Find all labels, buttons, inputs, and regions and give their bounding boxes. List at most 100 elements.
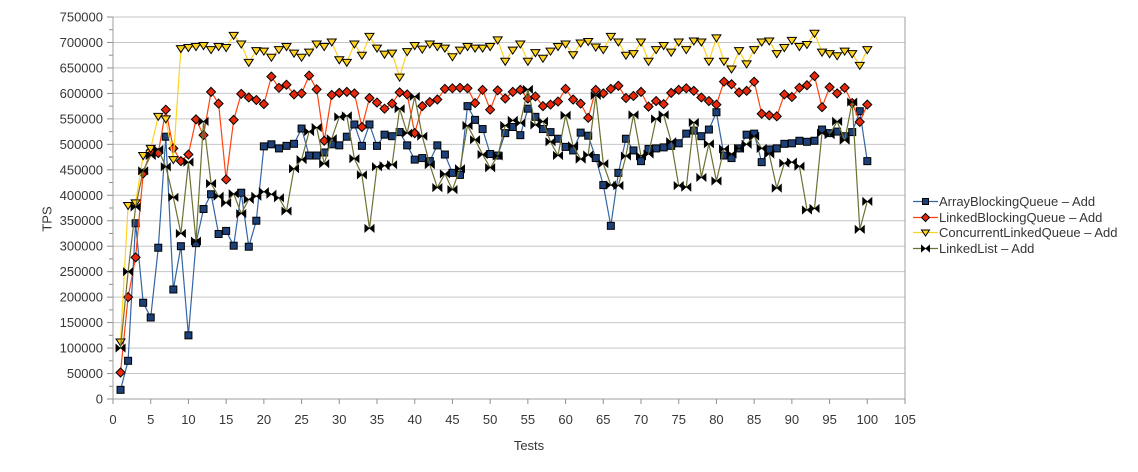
data-point-square (290, 139, 299, 148)
series-triangle-down (115, 29, 873, 347)
data-point-square (388, 132, 397, 141)
data-point-diamond (447, 83, 458, 94)
data-point-square (418, 154, 427, 163)
data-point-bowtie (485, 163, 496, 173)
y-tick-label: 650000 (60, 60, 103, 75)
data-point-bowtie (311, 122, 322, 133)
data-point-triangle (220, 44, 232, 53)
data-point-triangle (145, 144, 157, 154)
data-point-square (448, 168, 457, 177)
data-point-bowtie (726, 149, 737, 159)
data-point-bowtie (349, 153, 360, 164)
data-point-diamond (696, 92, 707, 103)
data-point-bowtie (319, 159, 330, 169)
data-point-triangle (793, 43, 805, 52)
data-point-triangle (771, 50, 783, 59)
y-tick-label: 400000 (60, 188, 103, 203)
data-point-triangle (839, 47, 851, 57)
data-point-bowtie (326, 134, 337, 144)
data-point-diamond (613, 80, 624, 91)
data-point-bowtie (198, 116, 209, 127)
data-point-triangle (492, 36, 504, 45)
data-point-triangle (364, 32, 375, 42)
data-point-diamond (688, 85, 700, 97)
data-point-square (169, 285, 178, 294)
data-point-diamond (417, 100, 428, 112)
data-point-diamond (454, 82, 466, 94)
data-point-square (154, 243, 163, 252)
data-point-triangle (175, 45, 187, 54)
data-point-square (342, 132, 351, 141)
data-point-triangle (371, 44, 383, 53)
data-point-triangle (831, 52, 843, 61)
data-point-square (674, 139, 683, 148)
data-point-triangle (130, 199, 142, 208)
data-point-diamond (228, 114, 239, 126)
data-point-diamond (703, 95, 715, 107)
data-point-bowtie (854, 224, 865, 234)
data-point-triangle (250, 47, 262, 56)
data-point-triangle (484, 43, 496, 52)
data-point-bowtie (500, 120, 511, 131)
data-point-diamond (530, 91, 541, 102)
data-point-bowtie (454, 164, 465, 174)
data-point-diamond (394, 87, 405, 98)
data-point-bowtie (462, 120, 473, 131)
data-point-square (184, 331, 193, 340)
data-point-triangle (235, 40, 247, 49)
data-point-bowtie (251, 191, 262, 201)
data-point-square (802, 137, 811, 146)
data-point-diamond (469, 97, 481, 109)
data-point-triangle (379, 50, 390, 60)
data-point-square (486, 150, 495, 159)
data-point-bowtie (560, 110, 571, 120)
data-point-diamond (484, 104, 496, 115)
legend-item-arrayblockingqueue: ArrayBlockingQueue – Add (913, 194, 1118, 210)
data-point-square (229, 241, 238, 250)
data-point-triangle (673, 38, 685, 47)
x-tick-label: 50 (483, 412, 497, 427)
data-point-diamond (205, 86, 217, 98)
data-point-triangle (228, 31, 240, 41)
data-point-triangle (326, 38, 338, 47)
y-tick-label: 600000 (60, 86, 103, 101)
data-point-triangle (288, 49, 300, 59)
data-point-bowtie (809, 203, 820, 214)
data-point-square (780, 139, 789, 148)
y-tick-label: 500000 (60, 137, 103, 152)
data-point-square (810, 136, 819, 145)
data-point-diamond (764, 110, 775, 121)
data-point-square (282, 141, 291, 150)
data-point-diamond (160, 104, 172, 115)
data-point-bowtie (658, 110, 669, 120)
legend-item-linkedblockingqueue: LinkedBlockingQueue – Add (913, 210, 1118, 226)
data-point-diamond (130, 252, 141, 263)
data-point-bowtie (273, 193, 284, 203)
data-point-bowtie (590, 90, 601, 101)
data-point-bowtie (839, 135, 850, 145)
data-point-bowtie (145, 150, 156, 161)
data-point-triangle (529, 49, 541, 58)
data-point-triangle (409, 42, 421, 51)
data-point-square (237, 188, 246, 197)
data-point-triangle (160, 115, 172, 124)
data-point-square (267, 140, 276, 149)
data-point-diamond (831, 88, 843, 99)
data-point-diamond (605, 83, 617, 95)
data-point-square (478, 125, 487, 134)
data-point-diamond (311, 84, 322, 95)
data-point-triangle (243, 58, 255, 68)
data-point-triangle (726, 65, 737, 74)
data-point-triangle (281, 43, 292, 52)
data-point-bowtie (190, 236, 201, 246)
data-point-bowtie (492, 151, 503, 161)
data-point-square (146, 313, 155, 322)
data-point-triangle (431, 43, 443, 52)
data-point-triangle (628, 50, 639, 59)
data-point-diamond (650, 95, 662, 107)
triangle-marker-icon (913, 229, 938, 238)
data-point-diamond (439, 83, 451, 95)
data-point-bowtie (620, 151, 631, 161)
x-tick-label: 55 (521, 412, 535, 427)
data-point-bowtie (613, 180, 624, 191)
